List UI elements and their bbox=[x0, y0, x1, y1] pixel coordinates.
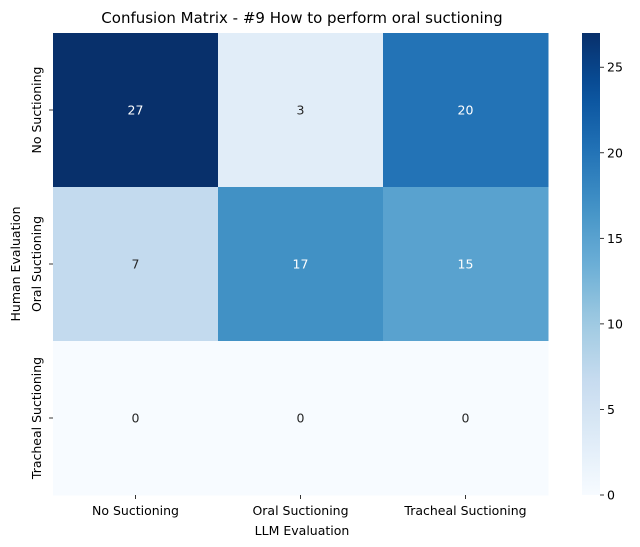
y-axis: No Suctioning Oral Suctioning Tracheal Suc… bbox=[29, 67, 53, 480]
colorbar-tick-label-0: 0 bbox=[607, 488, 615, 503]
cell-value-r2-c1: 0 bbox=[297, 411, 305, 426]
x-tick-label-1: Oral Suctioning bbox=[252, 503, 348, 518]
heatmap-cells bbox=[53, 33, 549, 496]
cell-value-r0-c1: 3 bbox=[297, 103, 305, 118]
x-axis: No Suctioning Oral Suctioning Tracheal Suc… bbox=[92, 495, 527, 518]
y-tick-label-1: Oral Suctioning bbox=[29, 216, 44, 312]
heatmap-cell-r2-c1 bbox=[218, 341, 384, 496]
colorbar-tick-label-3: 15 bbox=[607, 231, 623, 246]
heatmap-cell-r1-c2 bbox=[383, 187, 549, 342]
heatmap-cell-r0-c2 bbox=[383, 33, 549, 188]
colorbar: 0 5 10 15 20 25 bbox=[582, 33, 623, 503]
cell-value-r0-c0: 27 bbox=[128, 103, 144, 118]
heatmap-cell-r1-c1 bbox=[218, 187, 384, 342]
y-tick-label-0: No Suctioning bbox=[29, 67, 44, 154]
heatmap-cell-r0-c0 bbox=[53, 33, 219, 188]
cell-value-r1-c2: 15 bbox=[458, 257, 474, 272]
colorbar-tick-label-5: 25 bbox=[607, 60, 623, 75]
x-tick-label-2: Tracheal Suctioning bbox=[403, 503, 526, 518]
y-tick-label-2: Tracheal Suctioning bbox=[29, 357, 44, 480]
cell-value-r1-c1: 17 bbox=[293, 257, 309, 272]
heatmap-cell-r0-c1 bbox=[218, 33, 384, 188]
cell-value-r1-c0: 7 bbox=[132, 257, 140, 272]
x-axis-label: LLM Evaluation bbox=[255, 523, 350, 538]
colorbar-gradient-bar bbox=[582, 33, 600, 495]
cell-value-r2-c0: 0 bbox=[132, 411, 140, 426]
cell-value-r0-c2: 20 bbox=[458, 103, 474, 118]
x-tick-label-0: No Suctioning bbox=[92, 503, 179, 518]
y-axis-label: Human Evaluation bbox=[8, 206, 23, 321]
chart-title: Confusion Matrix - #9 How to perform ora… bbox=[101, 9, 502, 27]
colorbar-tick-label-2: 10 bbox=[607, 316, 623, 331]
heatmap-cell-r1-c0 bbox=[53, 187, 219, 342]
heatmap-annotations: 27 3 20 7 17 15 0 0 0 bbox=[128, 103, 474, 426]
cell-value-r2-c2: 0 bbox=[462, 411, 470, 426]
heatmap-cell-r2-c2 bbox=[383, 341, 549, 496]
colorbar-tick-label-4: 20 bbox=[607, 145, 623, 160]
heatmap-cell-r2-c0 bbox=[53, 341, 219, 496]
colorbar-tick-label-1: 5 bbox=[607, 402, 615, 417]
